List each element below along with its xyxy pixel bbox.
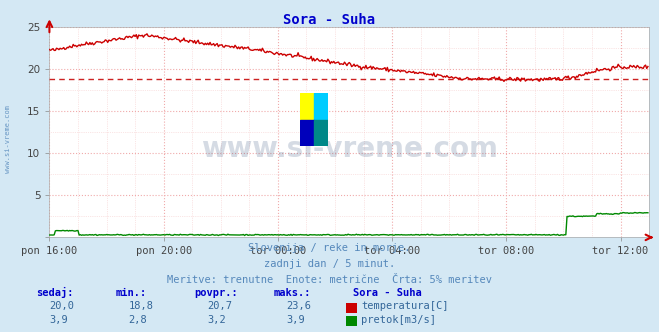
- Text: povpr.:: povpr.:: [194, 288, 238, 298]
- Text: sedaj:: sedaj:: [36, 287, 74, 298]
- Text: zadnji dan / 5 minut.: zadnji dan / 5 minut.: [264, 259, 395, 269]
- Text: 3,9: 3,9: [49, 315, 68, 325]
- Text: Meritve: trenutne  Enote: metrične  Črta: 5% meritev: Meritve: trenutne Enote: metrične Črta: …: [167, 275, 492, 285]
- Bar: [300, 120, 314, 146]
- Text: 20,7: 20,7: [208, 301, 233, 311]
- Text: 3,2: 3,2: [208, 315, 226, 325]
- Text: 18,8: 18,8: [129, 301, 154, 311]
- Text: 3,9: 3,9: [287, 315, 305, 325]
- Bar: [314, 93, 328, 120]
- Text: 2,8: 2,8: [129, 315, 147, 325]
- Text: www.si-vreme.com: www.si-vreme.com: [5, 106, 11, 173]
- Text: maks.:: maks.:: [273, 288, 311, 298]
- Text: 20,0: 20,0: [49, 301, 74, 311]
- Bar: [314, 120, 328, 146]
- Text: www.si-vreme.com: www.si-vreme.com: [201, 135, 498, 163]
- Text: pretok[m3/s]: pretok[m3/s]: [361, 315, 436, 325]
- Text: Sora - Suha: Sora - Suha: [283, 13, 376, 27]
- Text: Sora - Suha: Sora - Suha: [353, 288, 421, 298]
- Bar: [300, 93, 314, 120]
- Text: min.:: min.:: [115, 288, 146, 298]
- Text: 23,6: 23,6: [287, 301, 312, 311]
- Text: Slovenija / reke in morje.: Slovenija / reke in morje.: [248, 243, 411, 253]
- Text: temperatura[C]: temperatura[C]: [361, 301, 449, 311]
